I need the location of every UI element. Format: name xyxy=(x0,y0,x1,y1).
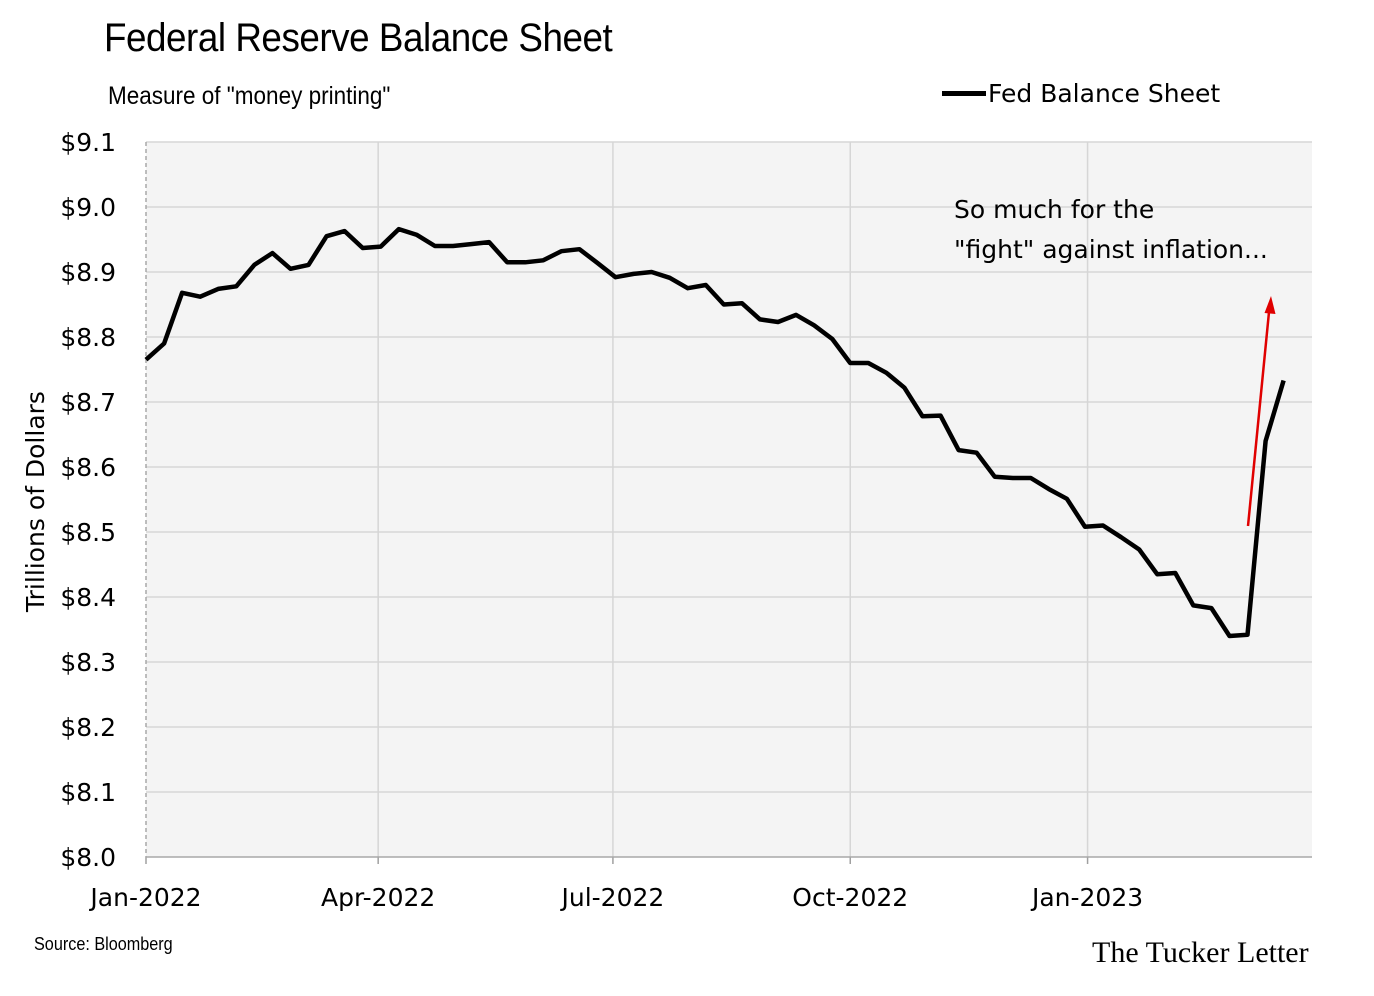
chart-subtitle: Measure of "money printing" xyxy=(108,82,391,110)
y-tick-label: $8.0 xyxy=(60,843,116,872)
x-tick-label: Jan-2022 xyxy=(88,883,201,912)
annotation-text: So much for the xyxy=(954,195,1154,224)
plot-area xyxy=(146,142,1312,857)
legend-label: Fed Balance Sheet xyxy=(988,78,1221,108)
x-tick-label: Oct-2022 xyxy=(792,883,908,912)
y-tick-label: $8.8 xyxy=(60,323,116,352)
y-tick-label: $8.5 xyxy=(60,518,116,547)
annotation-text: "fight" against inflation... xyxy=(954,235,1268,264)
y-tick-label: $8.7 xyxy=(60,388,116,417)
source-note: Source: Bloomberg xyxy=(34,934,173,954)
y-tick-label: $8.3 xyxy=(60,648,116,677)
y-tick-label: $9.0 xyxy=(60,193,116,222)
brand-label: The Tucker Letter xyxy=(1092,936,1309,969)
y-tick-label: $8.2 xyxy=(60,713,116,742)
series-line-fed-balance-sheet xyxy=(144,226,1286,639)
legend-swatch xyxy=(942,90,986,96)
chart-title: Federal Reserve Balance Sheet xyxy=(104,16,613,60)
x-tick-label: Jan-2023 xyxy=(1030,883,1143,912)
y-tick-label: $8.9 xyxy=(60,258,116,287)
annotation-arrow-shaft xyxy=(1246,311,1271,527)
x-tick-label: Apr-2022 xyxy=(321,883,435,912)
y-tick-label: $8.1 xyxy=(60,778,116,807)
annotation-arrow-head xyxy=(1264,296,1276,314)
y-axis-label: Trillions of Dollars xyxy=(21,391,50,613)
y-tick-label: $8.6 xyxy=(60,453,116,482)
legend: Fed Balance Sheet xyxy=(942,76,1220,110)
y-tick-label: $8.4 xyxy=(60,583,116,612)
x-tick-label: Jul-2022 xyxy=(560,883,665,912)
y-tick-label: $9.1 xyxy=(60,128,116,157)
